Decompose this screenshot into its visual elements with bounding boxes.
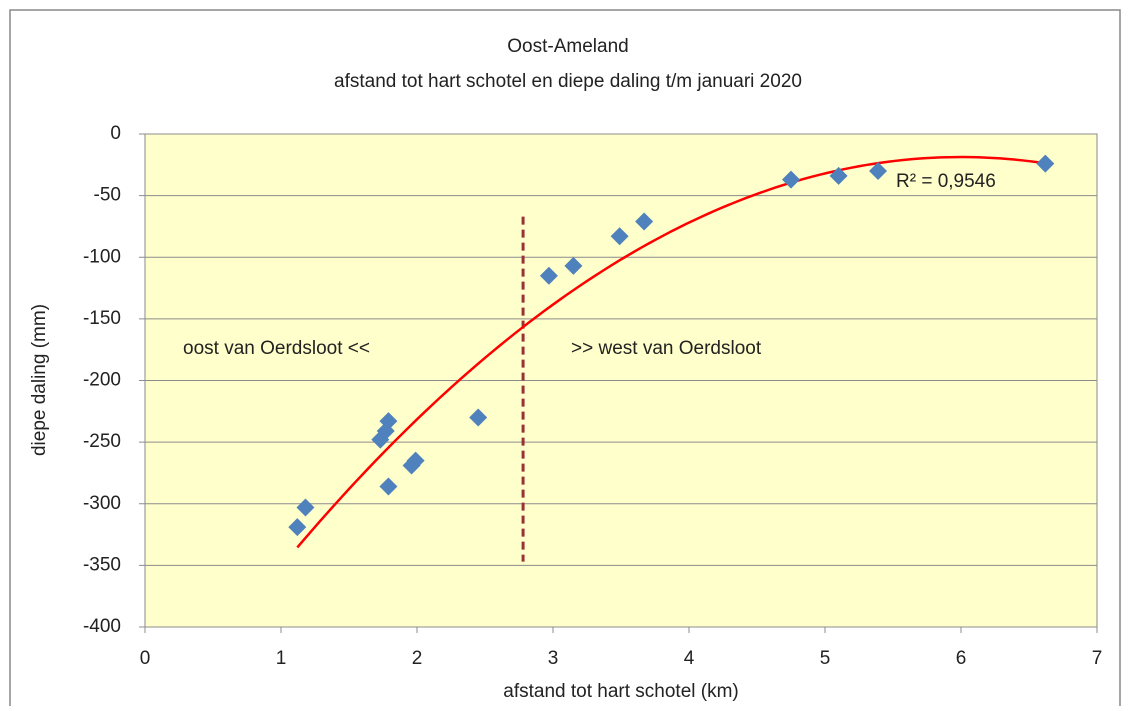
annotation: oost van Oerdsloot << <box>183 338 370 359</box>
data-point <box>539 266 558 285</box>
data-point <box>564 256 583 275</box>
data-point <box>402 456 421 475</box>
y-tick-label: -100 <box>83 246 121 267</box>
y-tick-label: -350 <box>83 554 121 575</box>
data-point <box>371 430 390 449</box>
data-point <box>635 212 654 231</box>
annotation: >> west van Oerdsloot <box>571 338 762 359</box>
data-point <box>379 477 398 496</box>
x-tick-label: 0 <box>140 648 151 669</box>
data-point <box>1036 154 1055 173</box>
data-point <box>782 170 800 189</box>
y-tick-label: 0 <box>110 123 121 144</box>
x-tick-label: 5 <box>820 648 831 669</box>
x-tick-label: 6 <box>956 648 967 669</box>
x-tick-label: 7 <box>1092 648 1103 669</box>
y-tick-label: -400 <box>83 616 121 637</box>
chart-title: Oost-Ameland <box>507 36 628 57</box>
x-tick-label: 4 <box>684 648 695 669</box>
data-point <box>610 227 629 246</box>
x-tick-label: 3 <box>548 648 559 669</box>
x-axis-label: afstand tot hart schotel (km) <box>503 681 739 702</box>
trendline-label: R² = 0,9546 <box>896 171 996 192</box>
y-tick-label: -150 <box>83 308 121 329</box>
y-tick-label: -200 <box>83 370 121 391</box>
trendline <box>296 155 1046 549</box>
x-tick-label: 1 <box>276 648 287 669</box>
data-point <box>288 518 307 537</box>
y-tick-label: -250 <box>83 431 121 452</box>
y-tick-label: -300 <box>83 493 121 514</box>
y-axis-label: diepe daling (mm) <box>29 304 50 456</box>
data-point <box>869 161 888 180</box>
data-point <box>296 498 315 517</box>
data-point <box>829 166 848 185</box>
data-point <box>469 408 488 427</box>
chart-subtitle: afstand tot hart schotel en diepe daling… <box>334 71 802 92</box>
x-tick-label: 2 <box>412 648 423 669</box>
y-tick-label: -50 <box>94 185 121 206</box>
